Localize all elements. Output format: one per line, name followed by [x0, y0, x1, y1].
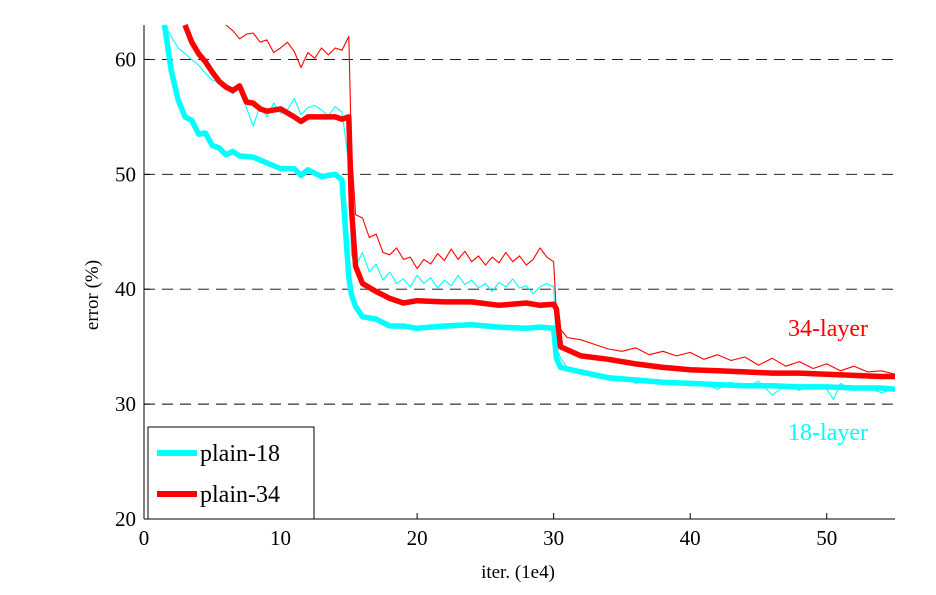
- thin-series-layer: [164, 24, 895, 401]
- y-tick-label-20: 20: [115, 507, 136, 531]
- y-tick-label-60: 60: [115, 47, 136, 71]
- x-tick-label-30: 30: [543, 526, 564, 550]
- x-tick-label-20: 20: [407, 526, 428, 550]
- series-line-plain-18-train: [164, 24, 895, 401]
- legend-box: [147, 426, 315, 520]
- y-tick-label-30: 30: [115, 392, 136, 416]
- y-axis-label: error (%): [82, 260, 103, 330]
- x-tick-label-50: 50: [816, 526, 837, 550]
- series-line-plain-34: [182, 23, 895, 380]
- annotation-18-layer: 18-layer: [788, 420, 868, 446]
- y-tick-label-50: 50: [115, 162, 136, 186]
- grid-layer: [144, 59, 895, 405]
- thick-series-layer: [161, 23, 895, 392]
- annotation-34-layer: 34-layer: [788, 316, 868, 342]
- tick-label-layer: 0 10 20 30 40 50 20 30 40 50 60: [115, 47, 837, 550]
- y-tick-label-40: 40: [115, 277, 136, 301]
- series-line-plain-34-train: [225, 24, 895, 375]
- x-tick-label-0: 0: [139, 526, 150, 550]
- legend-label-plain-34: plain-34: [200, 482, 280, 508]
- legend: plain-18 plain-34: [147, 426, 315, 520]
- legend-label-plain-18: plain-18: [200, 441, 280, 467]
- x-tick-label-40: 40: [680, 526, 701, 550]
- x-axis-label: iter. (1e4): [481, 562, 555, 583]
- series-line-plain-18: [161, 24, 895, 392]
- x-tick-label-10: 10: [270, 526, 291, 550]
